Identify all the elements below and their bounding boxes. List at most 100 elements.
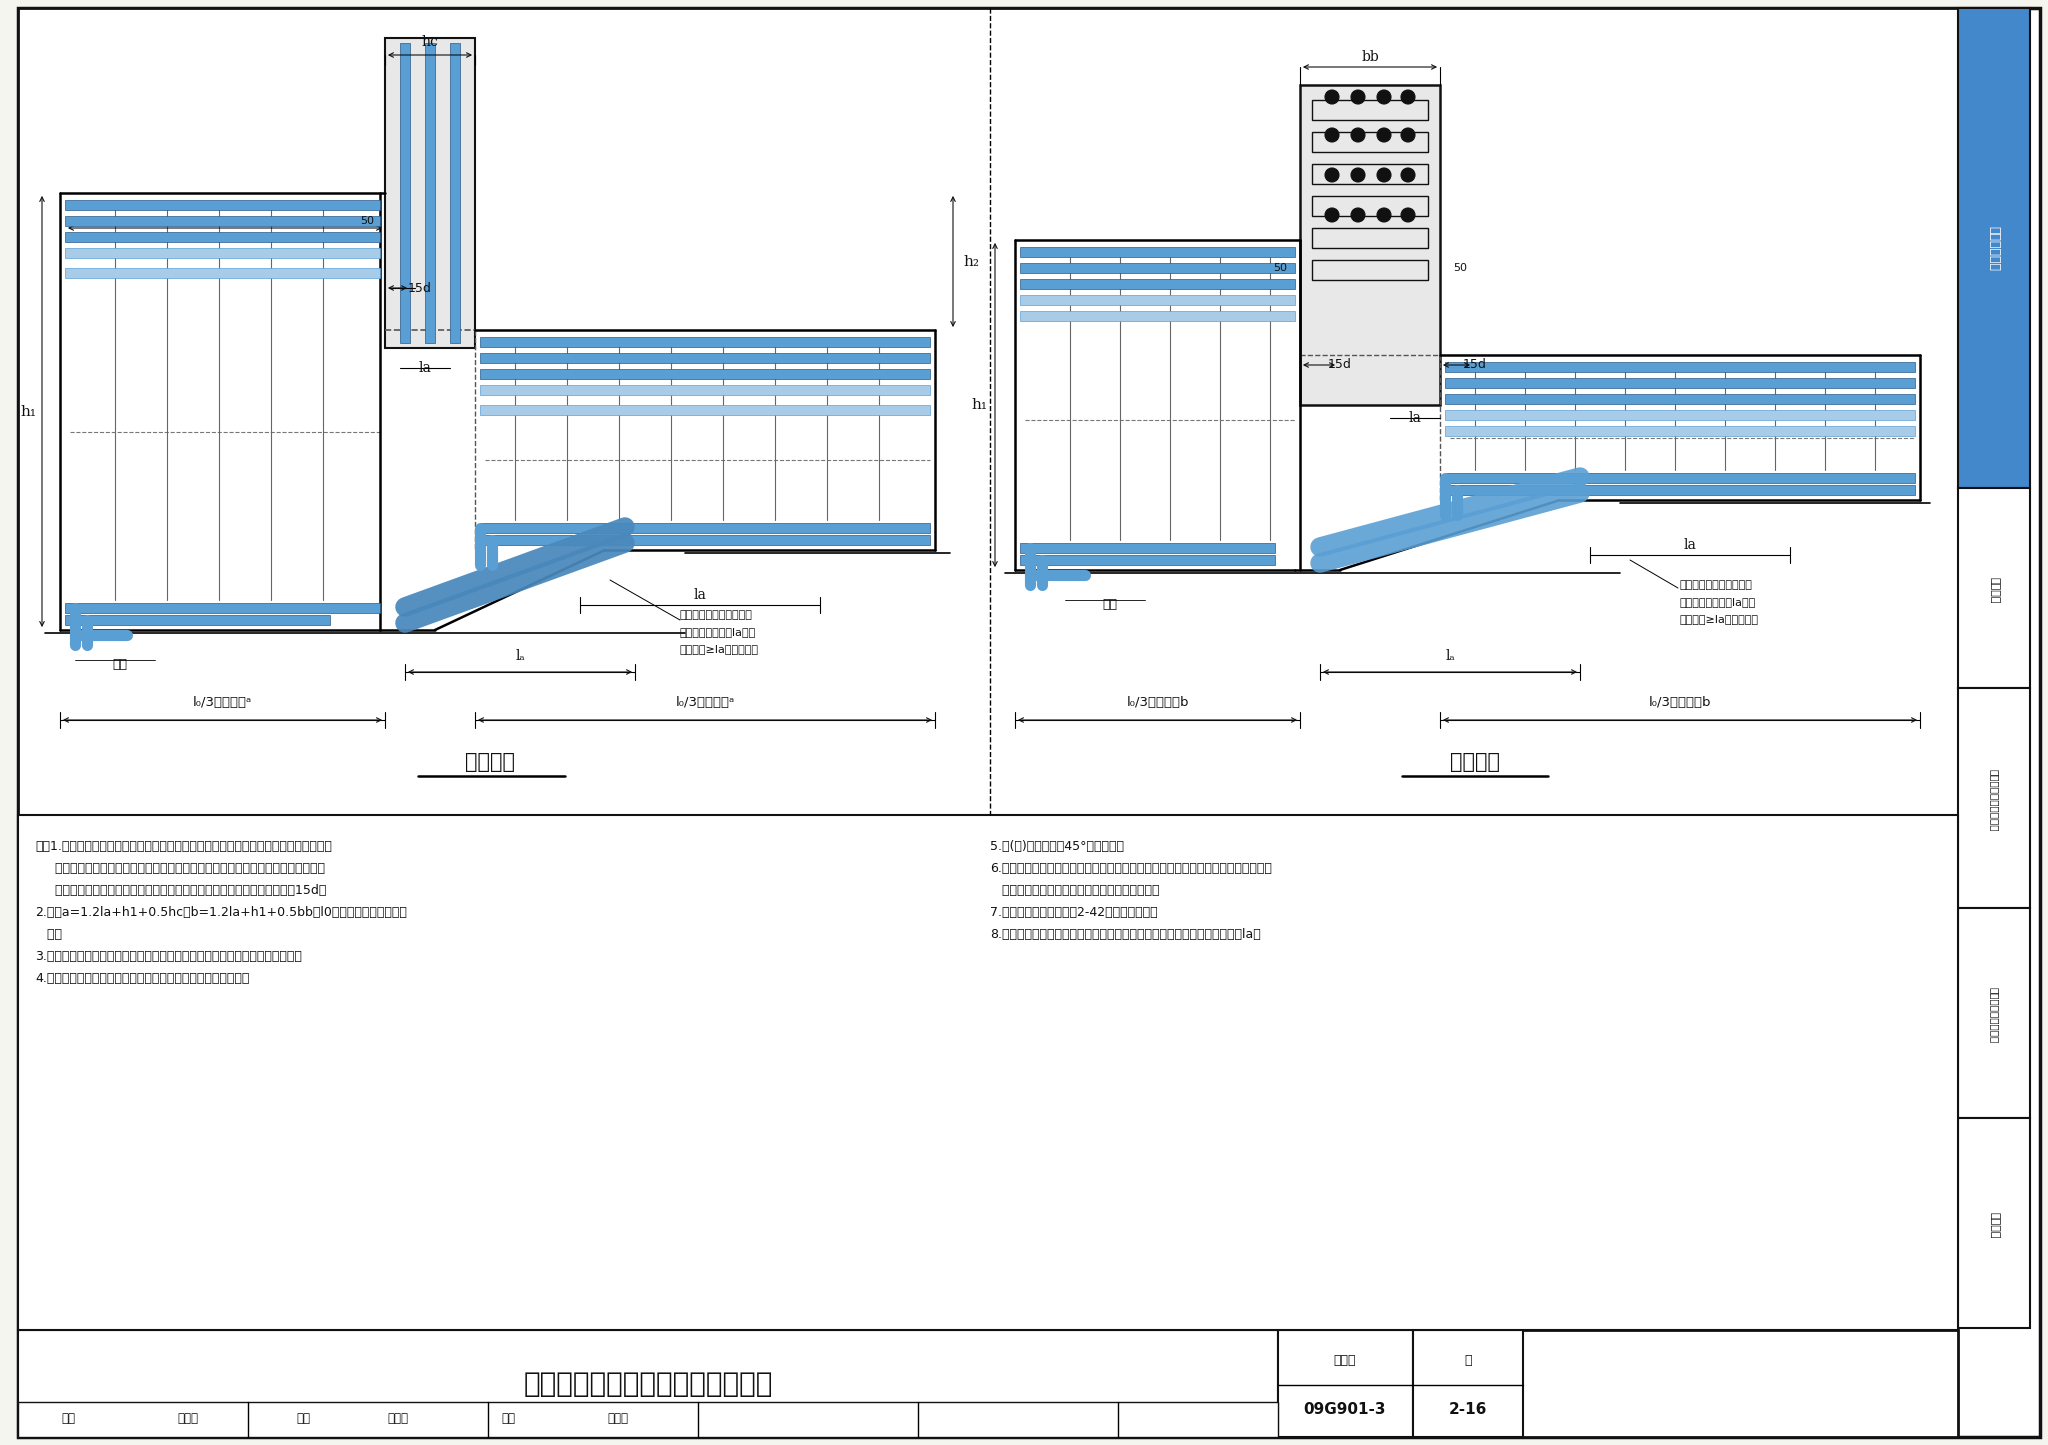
Bar bbox=[1313, 100, 1427, 120]
Text: l₀/3且不小于b: l₀/3且不小于b bbox=[1649, 695, 1712, 708]
Bar bbox=[1958, 9, 2030, 488]
Bar bbox=[1313, 228, 1427, 249]
Bar bbox=[18, 1402, 1278, 1436]
Bar bbox=[1020, 311, 1294, 321]
Bar bbox=[479, 368, 930, 379]
Text: 黄志刚: 黄志刚 bbox=[178, 1413, 199, 1426]
Text: 基础梁梁底有高差时钢筋排布构造: 基础梁梁底有高差时钢筋排布构造 bbox=[524, 1370, 772, 1397]
Bar bbox=[479, 405, 930, 415]
Text: 基础主梁: 基础主梁 bbox=[465, 751, 514, 772]
Bar bbox=[451, 43, 461, 342]
Bar bbox=[66, 233, 381, 241]
Text: 15d: 15d bbox=[1462, 358, 1487, 371]
Text: 50: 50 bbox=[360, 215, 375, 225]
Text: 张工文: 张工文 bbox=[387, 1413, 408, 1426]
Bar bbox=[1020, 279, 1294, 289]
Text: 底部第二排钢筋伸至尽端: 底部第二排钢筋伸至尽端 bbox=[1679, 579, 1753, 590]
Bar bbox=[479, 337, 930, 347]
Text: 设计: 设计 bbox=[502, 1413, 514, 1426]
Bar bbox=[1300, 85, 1440, 405]
Bar bbox=[66, 199, 381, 210]
Text: la: la bbox=[1409, 410, 1421, 425]
Circle shape bbox=[1325, 208, 1339, 223]
Text: h₁: h₁ bbox=[20, 405, 37, 419]
Text: 图集号: 图集号 bbox=[1333, 1354, 1356, 1367]
Bar bbox=[479, 384, 930, 394]
Text: l₀/3且不小于ᵃ: l₀/3且不小于ᵃ bbox=[676, 695, 735, 708]
Bar bbox=[1313, 197, 1427, 215]
Circle shape bbox=[1352, 129, 1366, 142]
Text: lₐ: lₐ bbox=[516, 649, 524, 663]
Text: 50: 50 bbox=[1274, 263, 1286, 273]
Text: hc: hc bbox=[422, 35, 438, 49]
Text: 一般构造要求: 一般构造要求 bbox=[1987, 225, 2001, 270]
Text: 6.当基础梁变标高及变截面形式与本图不同时，其构造应由设计者设计，当施工要求: 6.当基础梁变标高及变截面形式与本图不同时，其构造应由设计者设计，当施工要求 bbox=[989, 863, 1272, 876]
Circle shape bbox=[1352, 168, 1366, 182]
Text: 垫层: 垫层 bbox=[1102, 598, 1118, 611]
Bar bbox=[1020, 263, 1294, 273]
Bar bbox=[426, 43, 434, 342]
Text: 15d: 15d bbox=[1327, 358, 1352, 371]
Bar bbox=[1413, 1329, 1524, 1436]
Text: 桩基承台: 桩基承台 bbox=[1989, 1212, 1999, 1238]
Text: 5.梁(板)底台阶可为45°或按设计。: 5.梁(板)底台阶可为45°或按设计。 bbox=[989, 840, 1124, 853]
Text: 独立基础、条形基础: 独立基础、条形基础 bbox=[1989, 987, 1999, 1043]
Circle shape bbox=[1352, 208, 1366, 223]
Bar bbox=[479, 353, 930, 363]
Text: 钢筋内侧，总锚长la，当: 钢筋内侧，总锚长la，当 bbox=[680, 627, 756, 637]
Bar bbox=[399, 43, 410, 342]
Text: la: la bbox=[694, 588, 707, 603]
Text: 2.图中a=1.2la+h1+0.5hc，b=1.2la+h1+0.5bb，l0为支座两侧跨度的较大: 2.图中a=1.2la+h1+0.5hc，b=1.2la+h1+0.5bb，l0… bbox=[35, 906, 408, 919]
Text: l₀/3且不小于b: l₀/3且不小于b bbox=[1126, 695, 1188, 708]
Text: h₁: h₁ bbox=[971, 397, 987, 412]
Circle shape bbox=[1352, 90, 1366, 104]
Bar bbox=[1313, 131, 1427, 152]
Circle shape bbox=[1376, 129, 1391, 142]
Text: la: la bbox=[418, 361, 432, 376]
Circle shape bbox=[1325, 129, 1339, 142]
Bar bbox=[66, 215, 381, 225]
Text: 值。: 值。 bbox=[35, 928, 61, 941]
Bar bbox=[479, 523, 930, 533]
Circle shape bbox=[1376, 208, 1391, 223]
Text: 15d: 15d bbox=[408, 282, 432, 295]
Text: 箱形基础、地下室结构: 箱形基础、地下室结构 bbox=[1989, 769, 1999, 831]
Bar bbox=[479, 535, 930, 545]
Bar bbox=[18, 9, 1958, 815]
Text: 审核: 审核 bbox=[61, 1413, 76, 1426]
Text: 4.基础主梁相交处的交叉钢筋的位置关系，应按具体设计说明。: 4.基础主梁相交处的交叉钢筋的位置关系，应按具体设计说明。 bbox=[35, 972, 250, 985]
Text: 王怀元: 王怀元 bbox=[608, 1413, 629, 1426]
Text: 过支座，配筋大的一侧再配置差额钢筋。差额钢筋在柱内锚固，当柱内锚固长度不: 过支座，配筋大的一侧再配置差额钢筋。差额钢筋在柱内锚固，当柱内锚固长度不 bbox=[35, 863, 326, 876]
Bar bbox=[1020, 247, 1294, 257]
Bar bbox=[1958, 488, 2030, 688]
Text: 7.柱插筋应满足本图集第2-42页的构造要求。: 7.柱插筋应满足本图集第2-42页的构造要求。 bbox=[989, 906, 1157, 919]
Text: 09G901-3: 09G901-3 bbox=[1305, 1403, 1386, 1418]
Text: 直段长度≥la时可不弯钩: 直段长度≥la时可不弯钩 bbox=[680, 644, 760, 655]
Bar bbox=[385, 38, 475, 348]
Circle shape bbox=[1401, 168, 1415, 182]
Text: 钢筋内侧，总锚长la，当: 钢筋内侧，总锚长la，当 bbox=[1679, 597, 1757, 607]
Bar bbox=[1020, 555, 1276, 565]
Bar bbox=[1446, 426, 1915, 436]
Bar bbox=[18, 815, 1958, 1329]
Bar bbox=[66, 249, 381, 259]
Bar bbox=[66, 603, 381, 613]
Bar bbox=[1020, 543, 1276, 553]
Bar bbox=[1313, 260, 1427, 280]
Bar bbox=[1278, 1329, 1413, 1436]
Bar bbox=[66, 616, 330, 626]
Bar bbox=[1446, 410, 1915, 420]
Bar bbox=[1446, 473, 1915, 483]
Text: 3.跨内纵向钢筋构造、箍筋复合方式及相关要求应符合本图集相应的构造要求。: 3.跨内纵向钢筋构造、箍筋复合方式及相关要求应符合本图集相应的构造要求。 bbox=[35, 949, 301, 962]
Bar bbox=[1958, 907, 2030, 1118]
Text: lₐ: lₐ bbox=[1446, 649, 1454, 663]
Circle shape bbox=[1401, 129, 1415, 142]
Text: 50: 50 bbox=[1452, 263, 1466, 273]
Text: 基础次梁: 基础次梁 bbox=[1450, 751, 1499, 772]
Circle shape bbox=[1325, 90, 1339, 104]
Text: 注：1.支座两侧的钢筋应协调配置，当两侧配筋不同时，应将配筋小的一侧的钢筋全部穿: 注：1.支座两侧的钢筋应协调配置，当两侧配筋不同时，应将配筋小的一侧的钢筋全部穿 bbox=[35, 840, 332, 853]
Text: 8.当设计注明基础梁中的侧面钢筋为抗扭钢筋且未贯通施工时，锚固长度为la。: 8.当设计注明基础梁中的侧面钢筋为抗扭钢筋且未贯通施工时，锚固长度为la。 bbox=[989, 928, 1262, 941]
Text: 参照本图构造方式时，应提供相应的变更说明。: 参照本图构造方式时，应提供相应的变更说明。 bbox=[989, 884, 1159, 897]
Bar bbox=[66, 267, 381, 277]
Text: 筏形基础: 筏形基础 bbox=[1989, 577, 1999, 603]
